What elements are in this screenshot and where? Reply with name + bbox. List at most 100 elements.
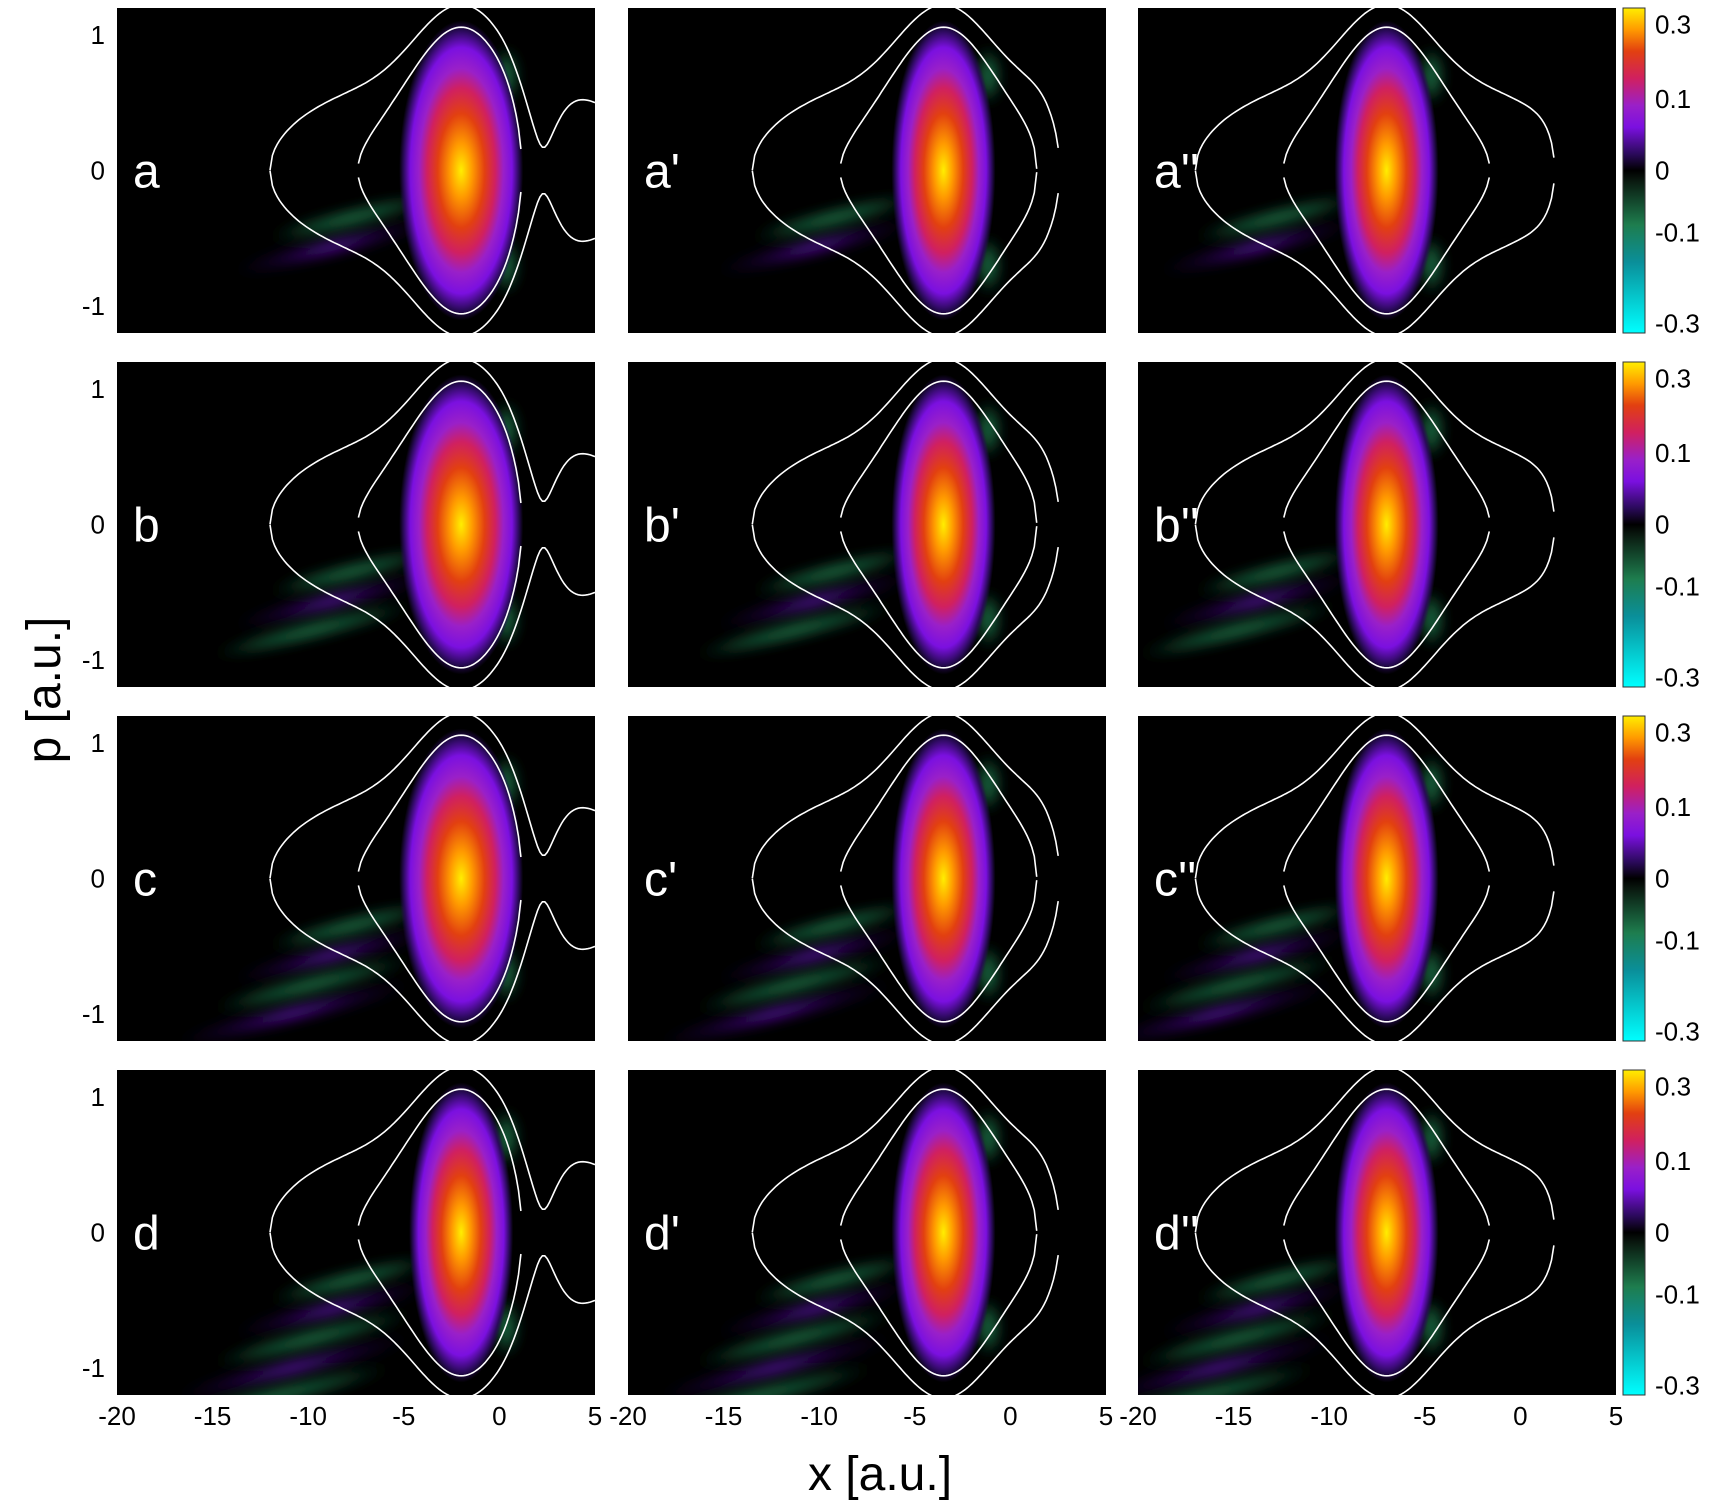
interference-fringes [1138, 902, 1364, 1041]
tick-marks [1138, 1096, 1146, 1369]
x-tick-label: 5 [1609, 1401, 1623, 1431]
contour-line [751, 362, 1059, 687]
panels-layer: a a' a'' b b' b'' c c' c'' d d' d'' [117, 8, 1616, 1395]
colorbar-gradient [1622, 7, 1646, 334]
contour-line [269, 716, 595, 1041]
interference-fringes [629, 1256, 921, 1395]
phase-space-contours [269, 1070, 595, 1395]
contour-line [839, 734, 1038, 1023]
y-axis-title: p [a.u.] [18, 617, 71, 764]
contour-line [269, 362, 595, 687]
contour-line [839, 1088, 1038, 1377]
colorbar-gradient [1622, 1069, 1646, 1396]
panel-d [117, 1070, 595, 1395]
contour-line [1283, 26, 1491, 315]
wigner-peak [1334, 20, 1439, 321]
x-tick-label: -20 [609, 1401, 647, 1431]
wigner-peak [1334, 1082, 1439, 1383]
colorbar-tick-label: -0.3 [1655, 662, 1700, 692]
colorbar-tick-label: 0 [1655, 864, 1669, 894]
panel-background [117, 362, 595, 687]
y-tick-labels: -1 0 1 -1 0 1 -1 0 1 -1 0 1 [82, 20, 105, 1383]
interference-fringes [234, 194, 439, 274]
colorbar-tick-label: 0.1 [1655, 1146, 1691, 1176]
contour-line [839, 26, 1038, 315]
tick-marks [628, 34, 636, 307]
phase-space-contours [1194, 362, 1555, 687]
contour-line [357, 1088, 522, 1377]
contour-line [1194, 716, 1555, 1041]
wigner-peak [1334, 728, 1439, 1029]
phase-space-contours [269, 716, 595, 1041]
x-tick-label: -15 [194, 1401, 232, 1431]
interference-fringes [1138, 548, 1364, 659]
y-tick-label: -1 [82, 645, 105, 675]
interference-fringes [1138, 1256, 1364, 1395]
tick-marks [628, 1096, 636, 1369]
colorbar-tick-label: 0.3 [1655, 9, 1691, 39]
wigner-peak [891, 728, 996, 1029]
panel-label: d [133, 1208, 160, 1261]
tick-marks [1138, 388, 1146, 661]
contour-line [1283, 1088, 1491, 1377]
colorbars-layer: 0.3 0.1 0 -0.1 -0.3 0.3 0.1 0 -0.1 -0.3 0.3 0.1 0 -0.… [1622, 7, 1700, 1400]
panel-a' [628, 8, 1106, 333]
wigner-peak [399, 374, 524, 675]
y-tick-label: -1 [82, 1353, 105, 1383]
colorbar-tick-label: -0.3 [1655, 308, 1700, 338]
tick-marks [628, 388, 636, 661]
contour-line [357, 380, 522, 669]
colorbar: 0.3 0.1 0 -0.1 -0.3 [1622, 7, 1700, 338]
phase-space-contours [269, 8, 595, 333]
tick-marks [1138, 742, 1146, 1015]
x-tick-label: -20 [1119, 1401, 1157, 1431]
panel-label: b [133, 500, 160, 553]
contour-line [357, 734, 522, 1023]
x-tick-label: -5 [1413, 1401, 1436, 1431]
y-tick-label: 0 [91, 864, 105, 894]
panel-background [117, 8, 595, 333]
contour-line [357, 26, 522, 315]
tick-marks [117, 34, 125, 307]
colorbar-tick-label: 0.1 [1655, 792, 1691, 822]
colorbar-tick-label: -0.3 [1655, 1370, 1700, 1400]
colorbar-tick-label: 0.3 [1655, 1071, 1691, 1101]
panel-d' [628, 1070, 1106, 1395]
x-tick-label: 0 [1003, 1401, 1017, 1431]
panel-label: a' [644, 146, 680, 199]
contour-line [839, 380, 1038, 669]
y-tick-label: 1 [91, 20, 105, 50]
panel-a'' [1138, 8, 1616, 333]
x-tick-labels: -20 -15 -10 -5 0 5 -20 -15 -10 -5 0 5 -20 -15 -10 -5 0 5 [98, 1401, 1623, 1431]
contour-line [751, 716, 1059, 1041]
colorbar-tick-label: 0 [1655, 1218, 1669, 1248]
contour-line [1194, 362, 1555, 687]
contour-line [269, 8, 595, 333]
y-tick-label: -1 [82, 291, 105, 321]
colorbar-tick-label: 0 [1655, 156, 1669, 186]
panel-c [117, 716, 595, 1041]
contour-line [751, 1070, 1059, 1395]
tick-marks [117, 388, 125, 661]
colorbar-tick-label: -0.1 [1655, 217, 1700, 247]
tick-marks [1138, 34, 1146, 307]
x-tick-label: -20 [98, 1401, 136, 1431]
colorbar-tick-label: 0.1 [1655, 438, 1691, 468]
contour-line [1283, 380, 1491, 669]
contour-line [751, 8, 1059, 333]
tick-marks [117, 742, 125, 1015]
wigner-peak [399, 728, 524, 1029]
y-tick-label: 0 [91, 156, 105, 186]
panel-b [117, 362, 595, 687]
colorbar-tick-label: -0.1 [1655, 925, 1700, 955]
y-tick-label: -1 [82, 999, 105, 1029]
panel-label: d'' [1154, 1208, 1199, 1261]
x-tick-label: -10 [800, 1401, 838, 1431]
panel-background [628, 362, 1106, 687]
panel-label: c [133, 854, 157, 907]
x-tick-label: -5 [903, 1401, 926, 1431]
colorbar: 0.3 0.1 0 -0.1 -0.3 [1622, 715, 1700, 1046]
wigner-peak [891, 1082, 996, 1383]
phase-space-contours [751, 1070, 1059, 1395]
tick-marks [117, 1096, 125, 1369]
